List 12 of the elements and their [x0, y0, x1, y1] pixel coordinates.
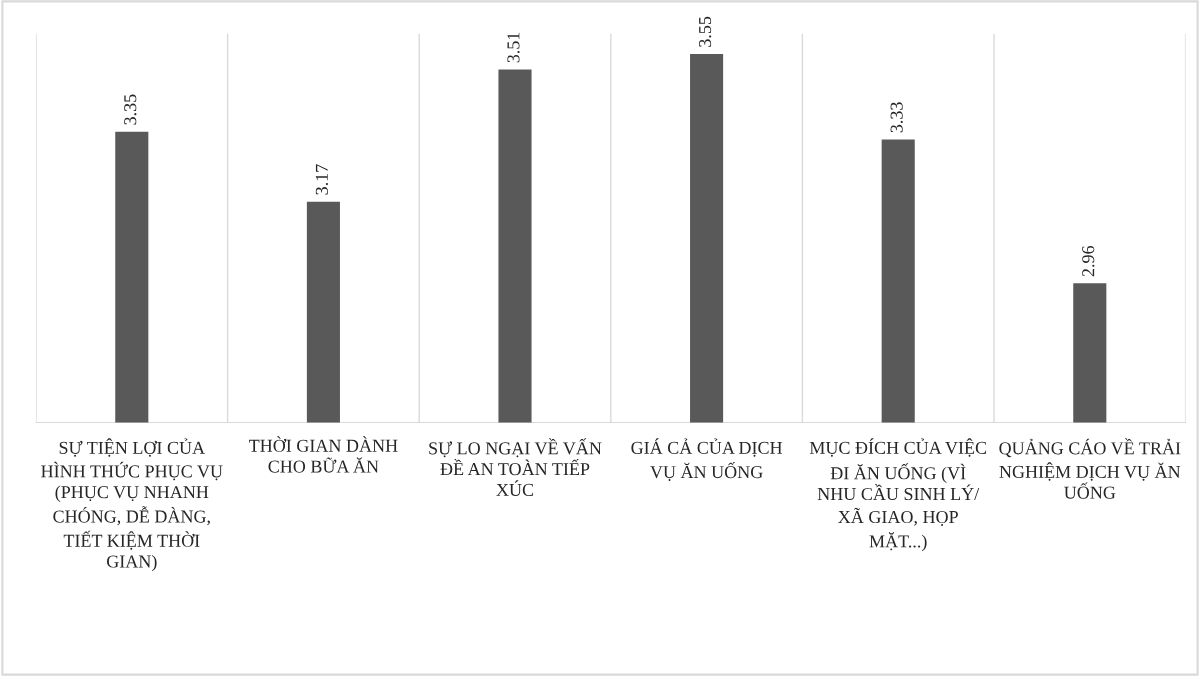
data-label: 3.17 [315, 164, 328, 195]
x-tick-label: SỰ TIỆN LỢI CỦA HÌNH THỨC PHỤC VỤ (PHỤC VỤ NHANH CHÓNG, DỄ DÀNG, TIẾT KIỆM THỜI GIAN) [41, 438, 223, 572]
data-label: 3.55 [698, 16, 712, 47]
x-tick-label: QUẢNG CÁO VỀ TRẢI NGHIỆM DỊCH VỤ ĂN UỐNG [999, 438, 1181, 499]
data-label: 3.35 [124, 94, 137, 125]
data-label: 2.96 [1082, 245, 1095, 277]
x-tick-label: SỰ LO NGẠI VỀ VẤN ĐỀ AN TOÀN TIẾP XÚC [429, 438, 602, 496]
x-tick-label: GIÁ CẢ CỦA DỊCH VỤ ĂN UỐNG [631, 438, 783, 481]
x-tick-label: MỤC ĐÍCH CỦA VIỆC ĐI ĂN UỐNG (VÌ NHU CẦU SINH LÝ/ XÃ GIAO, HỌP MẶT...) [809, 438, 987, 552]
data-label: 3.33 [890, 102, 903, 133]
data-label: 3.51 [507, 32, 520, 63]
x-tick-label: THỜI GIAN DÀNH CHO BỮA ĂN [249, 436, 398, 473]
